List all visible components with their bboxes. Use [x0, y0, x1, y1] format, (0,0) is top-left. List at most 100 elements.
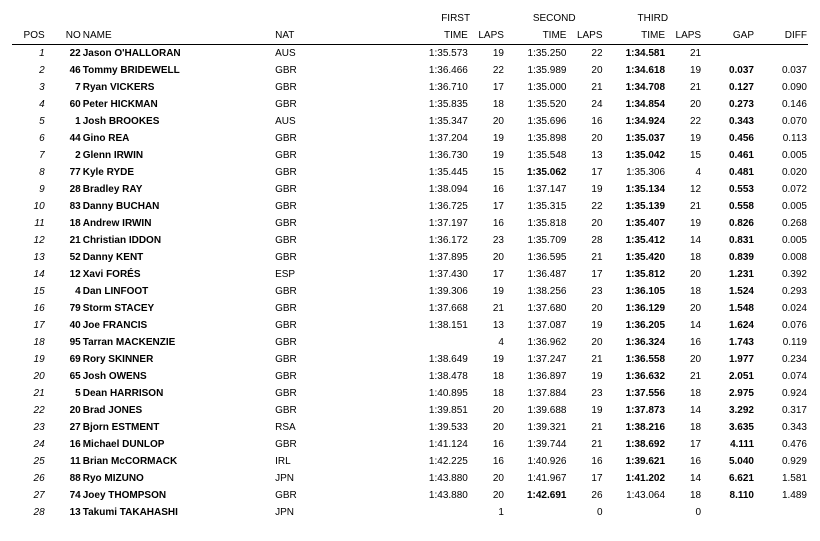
- cell-no: 83: [46, 198, 82, 215]
- cell-t2: 1:35.315: [505, 198, 568, 215]
- cell-gap: 1.524: [702, 283, 755, 300]
- cell-nat: GBR: [274, 402, 346, 419]
- hdr-name: NAME: [82, 27, 274, 45]
- cell-name: Bjorn ESTMENT: [82, 419, 274, 436]
- cell-gap: 0.343: [702, 113, 755, 130]
- cell-t3: 1:36.205: [604, 317, 667, 334]
- cell-diff: 0.074: [755, 368, 808, 385]
- cell-l1: 16: [469, 215, 505, 232]
- table-row: 2416Michael DUNLOPGBR1:41.124161:39.7442…: [12, 436, 808, 453]
- cell-t3: 1:36.558: [604, 351, 667, 368]
- cell-l3: 17: [666, 436, 702, 453]
- cell-no: 12: [46, 266, 82, 283]
- hdr-time1: TIME: [406, 27, 469, 45]
- cell-l2: 13: [567, 147, 603, 164]
- cell-nat: GBR: [274, 96, 346, 113]
- cell-nat: GBR: [274, 198, 346, 215]
- table-row: 246Tommy BRIDEWELLGBR1:36.466221:35.9892…: [12, 62, 808, 79]
- cell-l1: 16: [469, 436, 505, 453]
- cell-l3: 20: [666, 300, 702, 317]
- cell-l2: 16: [567, 113, 603, 130]
- cell-pos: 26: [12, 470, 46, 487]
- cell-gap: 8.110: [702, 487, 755, 504]
- cell-pos: 22: [12, 402, 46, 419]
- cell-name: Rory SKINNER: [82, 351, 274, 368]
- cell-name: Brad JONES: [82, 402, 274, 419]
- cell-l3: 18: [666, 419, 702, 436]
- cell-t3: 1:36.129: [604, 300, 667, 317]
- hdr-laps3: LAPS: [666, 27, 702, 45]
- cell-t1: 1:42.225: [406, 453, 469, 470]
- cell-l1: 4: [469, 334, 505, 351]
- cell-diff: 0.234: [755, 351, 808, 368]
- hdr-nat: NAT: [274, 27, 346, 45]
- cell-name: Josh OWENS: [82, 368, 274, 385]
- cell-t3: 1:36.324: [604, 334, 667, 351]
- cell-l3: 14: [666, 470, 702, 487]
- cell-t2: 1:36.962: [505, 334, 568, 351]
- cell-t3: 1:34.618: [604, 62, 667, 79]
- cell-diff: 0.392: [755, 266, 808, 283]
- cell-t2: 1:36.595: [505, 249, 568, 266]
- cell-t2: 1:39.321: [505, 419, 568, 436]
- cell-l2: 19: [567, 317, 603, 334]
- cell-t1: 1:36.466: [406, 62, 469, 79]
- cell-nat: GBR: [274, 334, 346, 351]
- cell-l1: 20: [469, 419, 505, 436]
- cell-no: 95: [46, 334, 82, 351]
- cell-pos: 20: [12, 368, 46, 385]
- cell-diff: 0.476: [755, 436, 808, 453]
- cell-t2: 1:35.709: [505, 232, 568, 249]
- cell-t1: 1:38.151: [406, 317, 469, 334]
- cell-t3: 1:35.042: [604, 147, 667, 164]
- table-row: 877Kyle RYDEGBR1:35.445151:35.062171:35.…: [12, 164, 808, 181]
- cell-diff: 0.008: [755, 249, 808, 266]
- cell-nat: GBR: [274, 249, 346, 266]
- cell-pos: 4: [12, 96, 46, 113]
- cell-t1: 1:37.668: [406, 300, 469, 317]
- cell-nat: GBR: [274, 62, 346, 79]
- cell-t3: 1:34.924: [604, 113, 667, 130]
- cell-pos: 14: [12, 266, 46, 283]
- cell-l3: 20: [666, 96, 702, 113]
- cell-l2: 17: [567, 470, 603, 487]
- cell-name: Michael DUNLOP: [82, 436, 274, 453]
- cell-t1: 1:36.730: [406, 147, 469, 164]
- table-row: 1118Andrew IRWINGBR1:37.197161:35.818201…: [12, 215, 808, 232]
- cell-l3: 18: [666, 385, 702, 402]
- cell-t3: 1:36.632: [604, 368, 667, 385]
- cell-l2: 21: [567, 436, 603, 453]
- table-row: 1679Storm STACEYGBR1:37.668211:37.680201…: [12, 300, 808, 317]
- table-row: 1895Tarran MACKENZIEGBR41:36.962201:36.3…: [12, 334, 808, 351]
- cell-t3: 1:35.407: [604, 215, 667, 232]
- cell-t2: 1:35.696: [505, 113, 568, 130]
- hdr-diff: DIFF: [755, 27, 808, 45]
- cell-t1: 1:36.725: [406, 198, 469, 215]
- cell-no: 27: [46, 419, 82, 436]
- cell-l3: 14: [666, 232, 702, 249]
- cell-l1: 17: [469, 266, 505, 283]
- cell-diff: 0.070: [755, 113, 808, 130]
- cell-t2: 1:35.520: [505, 96, 568, 113]
- cell-no: 5: [46, 385, 82, 402]
- cell-l3: 16: [666, 453, 702, 470]
- cell-gap: 1.624: [702, 317, 755, 334]
- cell-no: 28: [46, 181, 82, 198]
- cell-gap: 0.481: [702, 164, 755, 181]
- cell-l1: 19: [469, 147, 505, 164]
- cell-nat: JPN: [274, 470, 346, 487]
- cell-t3: 1:35.412: [604, 232, 667, 249]
- cell-l1: 15: [469, 164, 505, 181]
- cell-no: 22: [46, 45, 82, 62]
- cell-t1: 1:39.533: [406, 419, 469, 436]
- cell-t1: 1:37.197: [406, 215, 469, 232]
- cell-pos: 1: [12, 45, 46, 62]
- cell-nat: GBR: [274, 181, 346, 198]
- hdr-no: NO: [46, 27, 82, 45]
- cell-diff: 0.037: [755, 62, 808, 79]
- cell-pos: 23: [12, 419, 46, 436]
- cell-diff: 0.146: [755, 96, 808, 113]
- cell-l1: 22: [469, 62, 505, 79]
- cell-t3: 1:35.037: [604, 130, 667, 147]
- cell-gap: 5.040: [702, 453, 755, 470]
